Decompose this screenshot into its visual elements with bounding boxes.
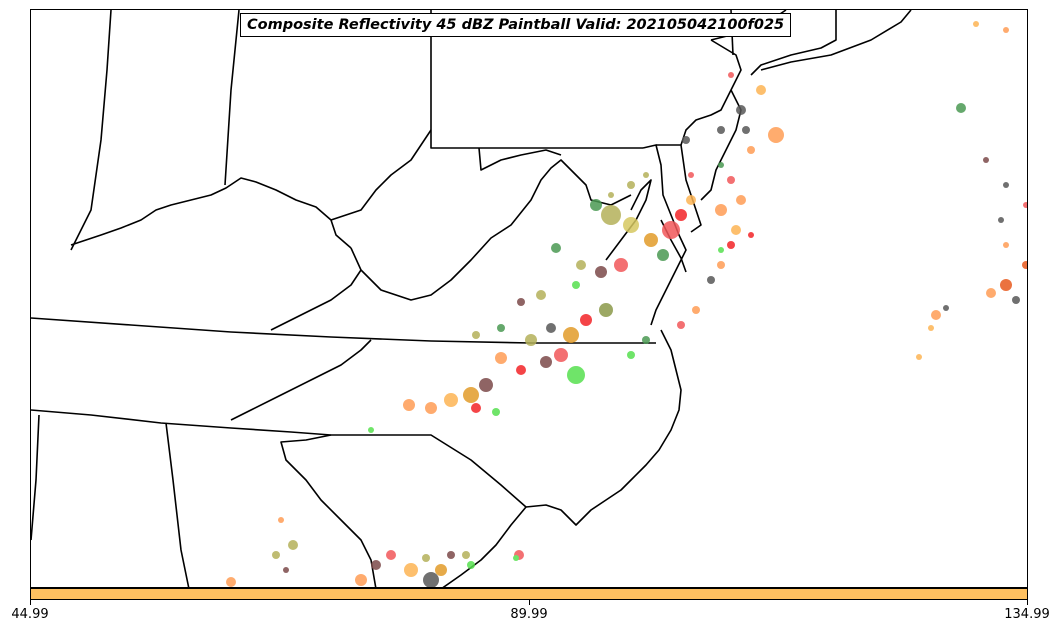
colorbar-tick-mark-2 [1027,600,1028,605]
map-canvas [31,10,1027,587]
colorbar-tick-label-min: 44.99 [11,607,49,622]
paintball-cells [226,21,1027,587]
map-frame [30,9,1028,588]
state-borders [31,10,912,587]
colorbar-tick-mark-1 [529,600,530,605]
colorbar-tick-mark-0 [30,600,31,605]
colorbar-tick-label-max: 134.99 [1004,607,1050,622]
map-title: Composite Reflectivity 45 dBZ Paintball … [240,13,792,37]
colorbar [30,588,1028,600]
colorbar-tick-label-mid: 89.99 [510,607,548,622]
